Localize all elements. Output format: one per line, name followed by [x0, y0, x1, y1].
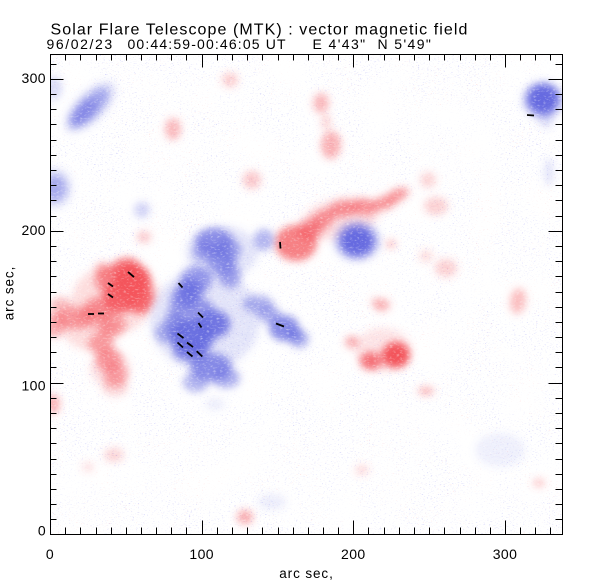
- svg-text:100: 100: [189, 546, 214, 562]
- svg-text:200: 200: [341, 546, 366, 562]
- svg-text:Solar Flare Telescope (MTK) :: Solar Flare Telescope (MTK) : vector mag…: [51, 21, 469, 38]
- svg-text:300: 300: [493, 546, 518, 562]
- svg-text:96/02/23: 96/02/23: [47, 36, 114, 52]
- svg-text:300: 300: [21, 70, 46, 86]
- svg-text:E 4'43": E 4'43": [313, 36, 367, 52]
- svg-text:100: 100: [21, 378, 46, 394]
- svg-text:arc sec,: arc sec,: [2, 266, 17, 320]
- svg-text:N 5'49": N 5'49": [378, 36, 433, 52]
- svg-text:0: 0: [38, 523, 46, 539]
- svg-text:200: 200: [21, 222, 46, 238]
- svg-text:00:44:59-00:46:05 UT: 00:44:59-00:46:05 UT: [128, 36, 287, 52]
- svg-text:arc sec,: arc sec,: [279, 566, 333, 581]
- svg-text:0: 0: [46, 546, 54, 562]
